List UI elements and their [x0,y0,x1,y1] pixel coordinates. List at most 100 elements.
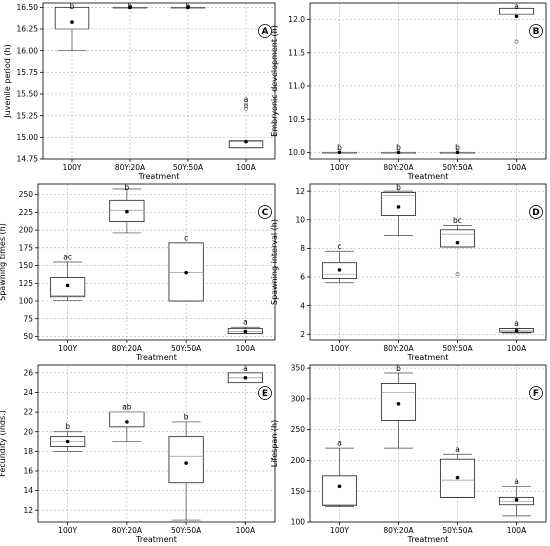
significance-letter: b [186,2,191,11]
x-tick-label: 100Y [330,163,349,172]
y-tick-label: 15.00 [17,133,39,142]
y-tick-label: 12 [23,506,33,515]
significance-letter: a [244,95,249,104]
mean-point [337,268,342,272]
y-tick-label: 8 [300,244,305,253]
mean-point [125,209,129,214]
box-100Y: c [321,242,358,284]
box-iqr [380,192,417,216]
x-tick-label: 100A [507,163,527,172]
mean-point [128,5,132,10]
box-iqr [168,436,204,484]
x-axis-label: Treatment [407,353,449,362]
y-tick-label: 16 [23,467,33,476]
mean-point [243,329,248,334]
x-axis-label: Treatment [135,535,177,544]
y-axis-label: Lifespan (h) [270,420,279,468]
box-100Y: ac [50,253,86,301]
box-iqr [321,475,358,506]
panel-letter: E [262,389,268,399]
y-tick-label: 22 [23,408,33,417]
box-100Y: b [54,2,90,52]
x-tick-label: 50Y:50A [173,163,204,172]
y-tick-label: 15.50 [17,90,39,99]
panel-B: 10.0 10.5 11.0 11.5 12.0 100Y 80Y:20A 50Y:50A 10… [270,2,547,181]
panel-C: 50 75 100 125 150 175 200 225 250 100Y 80Y:20A 50Y:… [0,183,276,362]
mean-point [244,139,248,144]
y-tick-label: 300 [291,394,306,403]
box-100A: a [498,2,535,44]
box-100A: a [227,318,263,335]
mean-point [337,150,342,155]
significance-letter: b [396,364,401,373]
significance-letter: b [70,2,75,11]
x-axis-label: Treatment [135,353,177,362]
x-tick-label: 50Y:50A [442,526,473,535]
mean-point [125,420,129,424]
y-tick-label: 12 [295,187,305,196]
outlier-point [244,106,248,111]
y-axis-label: Embryonic development (h) [270,25,279,137]
significance-letter: b [124,183,129,192]
significance-letter: b [455,143,460,152]
significance-letter: ab [122,403,132,412]
y-tick-label: 150 [291,487,306,496]
y-tick-label: 14 [23,486,33,495]
significance-letter: a [514,319,519,328]
mean-point [514,14,519,19]
significance-letter: a [514,2,519,11]
y-axis-label: Juvenile period (h) [3,44,12,118]
box-80Y:20A: ab [109,403,145,442]
mean-point [184,270,188,275]
x-tick-label: 100A [236,163,256,172]
y-tick-label: 16.25 [17,25,39,34]
panel-badge [258,205,272,219]
box-100Y: a [321,439,358,507]
y-tick-label: 10.0 [288,148,305,157]
x-tick-label: 50Y:50A [171,344,202,353]
box-50Y:50A: c [168,233,204,302]
panel-letter: A [262,27,269,37]
panel-F: 100 150 200 250 300 350 100Y 80Y:20A 50Y:50A 100A… [270,364,547,544]
panel-E: 12 14 16 18 20 22 24 26 100Y 80Y:20A 50Y:50A 100A Tr… [0,364,276,544]
x-axis-label: Treatment [407,172,449,181]
x-tick-label: 80Y:20A [383,344,414,353]
x-tick-label: 80Y:20A [112,526,143,535]
box-80Y:20A: b [109,183,145,234]
outlier-point [244,102,248,107]
y-tick-label: 2 [300,330,305,339]
significance-letter: a [455,445,460,454]
mean-point [396,205,401,209]
panel-D: 2 4 6 8 10 12 100Y 80Y:20A 50Y:50A 100A Treatment S… [270,183,547,362]
y-tick-label: 6 [300,273,305,282]
mean-point [70,20,74,24]
x-axis-label: Treatment [138,172,180,181]
panel-badge [529,24,543,38]
mean-point [455,240,460,245]
y-tick-label: 11.0 [288,82,305,91]
significance-letter: a [243,318,248,327]
x-tick-label: 100A [507,526,527,535]
y-tick-label: 350 [291,364,306,373]
x-tick-label: 80Y:20A [112,344,143,353]
significance-letter: c [184,233,188,242]
y-tick-label: 11.5 [288,48,305,57]
y-tick-label: 250 [291,425,306,434]
y-tick-label: 20 [23,427,33,436]
plot-frame [309,364,547,523]
panel-letter: C [262,208,269,218]
y-tick-label: 15.75 [17,68,39,77]
x-tick-label: 100Y [58,526,77,535]
x-tick-label: 100A [236,526,256,535]
box-50Y:50A: b [170,2,206,11]
outlier-point [514,39,519,44]
y-tick-label: 26 [23,368,33,377]
plot-frame [42,2,276,160]
y-tick-label: 16.00 [17,46,39,55]
plot-frame [309,183,547,341]
box-50Y:50A: bc [439,216,476,277]
box-100A: a [498,477,535,517]
x-tick-label: 80Y:20A [383,163,414,172]
significance-letter: b [337,143,342,152]
